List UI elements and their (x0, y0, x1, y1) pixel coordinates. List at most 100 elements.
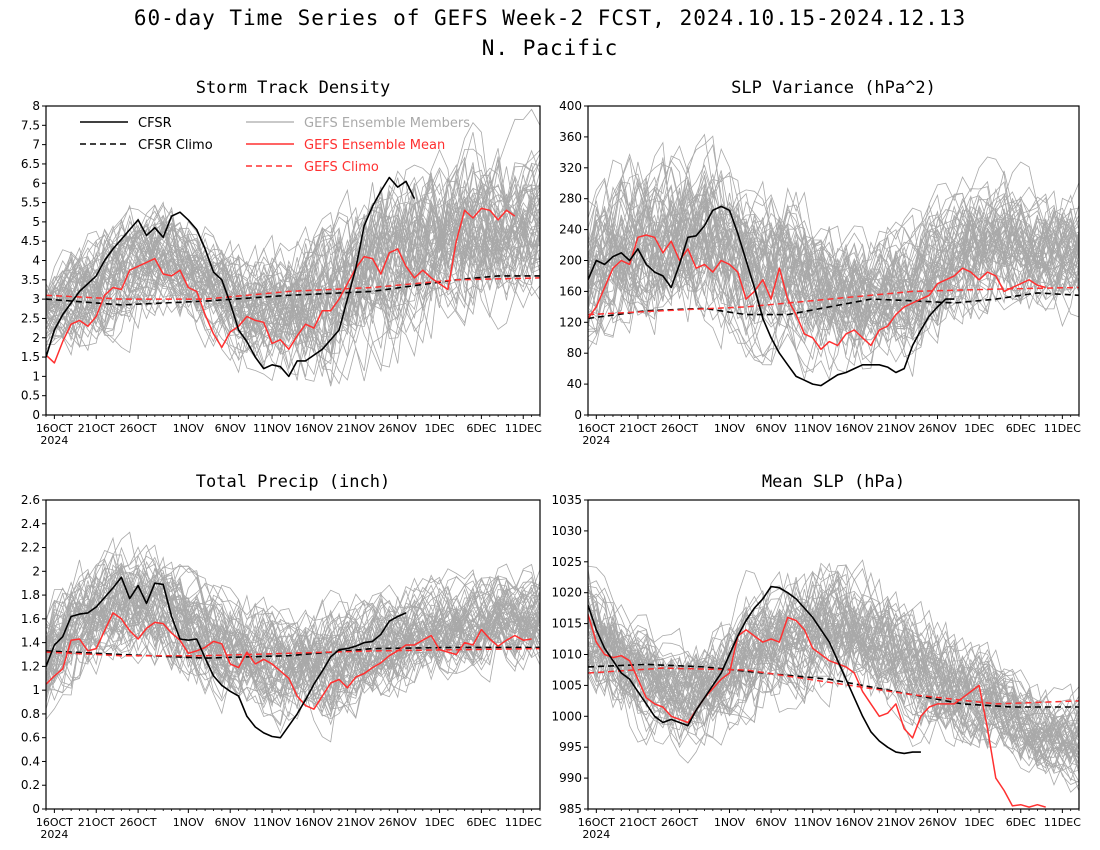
member-line (46, 186, 540, 345)
y-tick-label: 1025 (551, 555, 582, 569)
member-line (588, 596, 1079, 768)
y-tick-label: 3.5 (21, 273, 40, 287)
series-cfsr (46, 176, 416, 378)
member-line (46, 580, 540, 682)
member-line (46, 180, 540, 347)
x-year-label: 2024 (582, 828, 610, 841)
y-tick-label: 1005 (551, 678, 582, 692)
x-tick-label: 16OCT (578, 422, 615, 435)
y-tick-label: 0 (32, 408, 40, 422)
panel-1: Storm Track Density 0 0.5 1 1.5 2 2.5 3 3.5 4 4.5 5… (21, 78, 542, 447)
y-tick-label: 5 (32, 215, 40, 229)
x-tick-label: 21OCT (619, 816, 656, 829)
member-line (588, 178, 1079, 315)
series-group (46, 576, 540, 739)
x-tick-label: 26OCT (661, 422, 698, 435)
member-line (588, 603, 1079, 746)
member-line (46, 554, 540, 656)
series-cfsr (46, 576, 407, 739)
legend-label-cfsr-climo: CFSR Climo (138, 138, 213, 153)
member-line (588, 159, 1079, 302)
y-tick-label: 990 (559, 771, 582, 785)
y-tick-label: 6 (32, 176, 40, 190)
y-tick-label: 320 (559, 161, 582, 175)
legend: CFSR CFSR Climo GEFS Ensemble Members GEFS … (80, 116, 470, 175)
y-tick-label: 1.2 (21, 659, 40, 673)
y-tick-label: 1 (32, 369, 40, 383)
y-tick-label: 40 (567, 377, 582, 391)
x-tick-label: 1NOV (714, 816, 746, 829)
member-line (588, 156, 1079, 315)
x-tick-label: 26OCT (661, 816, 698, 829)
member-line (588, 221, 1079, 332)
y-tick-label: 120 (559, 315, 582, 329)
y-tick-label: 8 (32, 99, 40, 113)
member-line (588, 225, 1079, 345)
x-tick-label: 11DEC (1044, 816, 1081, 829)
series-gefs-climo (588, 286, 1079, 316)
member-line (46, 572, 540, 692)
x-tick-label: 21NOV (337, 816, 376, 829)
member-line (588, 571, 1079, 745)
series-cfsr (588, 585, 921, 755)
member-line (588, 223, 1079, 363)
member-line (46, 213, 540, 343)
member-line (46, 571, 540, 743)
member-line (588, 573, 1079, 735)
x-tick-label: 11DEC (505, 816, 542, 829)
y-tick-label: 2.6 (21, 493, 40, 507)
series-group (588, 585, 1079, 808)
member-line (46, 546, 540, 667)
x-tick-label: 21NOV (877, 422, 916, 435)
y-tick-label: 0 (32, 802, 40, 816)
member-line (46, 565, 540, 673)
y-tick-label: 7 (32, 138, 40, 152)
y-tick-label: 1015 (551, 617, 582, 631)
ensemble-members (588, 133, 1079, 381)
series-cfsr-climo (588, 663, 1079, 708)
member-line (46, 177, 540, 334)
legend-label-cfsr: CFSR (138, 116, 172, 131)
y-tick-label: 0.4 (21, 754, 40, 768)
x-tick-label: 16NOV (295, 816, 334, 829)
member-line (588, 209, 1079, 364)
y-tick-label: 1.6 (21, 612, 40, 626)
series-ens-mean (588, 234, 1046, 351)
member-line (588, 201, 1079, 319)
x-year-label: 2024 (40, 434, 68, 447)
member-line (46, 187, 540, 355)
series-cfsr-climo (46, 646, 540, 659)
member-line (588, 171, 1079, 319)
series-gefs-climo (46, 277, 540, 300)
x-tick-label: 1DEC (964, 816, 994, 829)
legend-label-members: GEFS Ensemble Members (304, 116, 470, 131)
y-tick-label: 3 (32, 292, 40, 306)
x-tick-label: 26NOV (918, 422, 957, 435)
series-group (588, 205, 1079, 387)
member-line (46, 218, 540, 381)
y-tick-label: 1030 (551, 524, 582, 538)
y-tick-label: 2 (32, 331, 40, 345)
member-line (588, 187, 1079, 333)
member-line (46, 202, 540, 370)
y-tick-label: 2.2 (21, 541, 40, 555)
x-tick-label: 11NOV (794, 422, 833, 435)
member-line (46, 122, 540, 304)
x-tick-label: 21OCT (78, 422, 115, 435)
y-tick-label: 2.5 (21, 311, 40, 325)
y-tick-label: 0.6 (21, 731, 40, 745)
x-tick-label: 11NOV (794, 816, 833, 829)
y-tick-label: 200 (559, 254, 582, 268)
y-tick-label: 280 (559, 192, 582, 206)
x-tick-label: 11DEC (505, 422, 542, 435)
y-tick-label: 0 (574, 408, 582, 422)
y-tick-label: 1010 (551, 648, 582, 662)
y-tick-label: 240 (559, 223, 582, 237)
member-line (46, 193, 540, 364)
series-group (46, 176, 540, 378)
series-ens-mean (588, 614, 1046, 808)
panel-title: Total Precip (inch) (196, 472, 390, 492)
panel-title: SLP Variance (hPa^2) (731, 78, 936, 98)
y-tick-label: 4.5 (21, 234, 40, 248)
